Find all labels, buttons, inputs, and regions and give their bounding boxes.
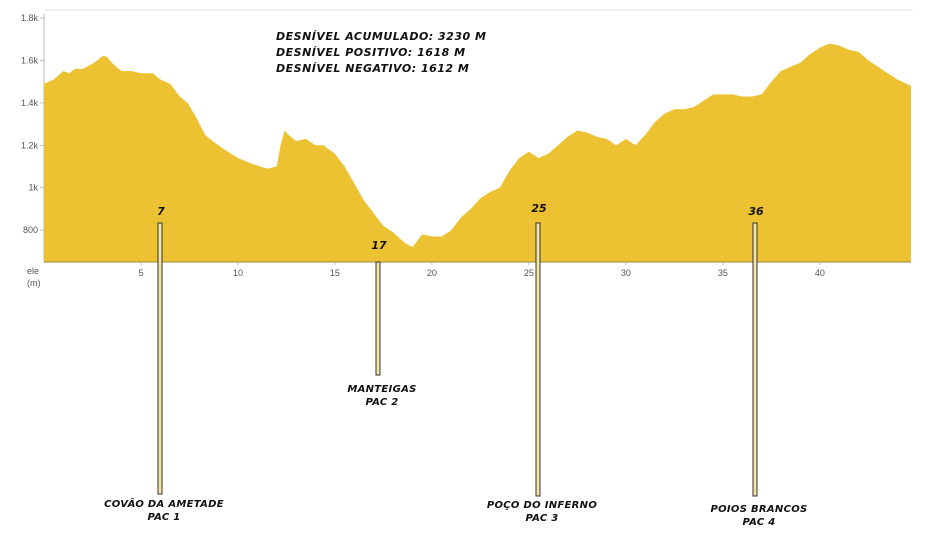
checkpoint-km-label: 36 [748, 205, 764, 218]
y-axis-label: ele (m) [27, 266, 41, 288]
x-tick-label: 15 [330, 268, 340, 278]
checkpoint-name-line: PAC 3 [525, 513, 558, 524]
checkpoint-25: 25 POÇO DO INFERNO PAC 3 [487, 202, 597, 524]
y-tick-label: 1k [28, 183, 38, 193]
checkpoint-name-line: PAC 4 [742, 517, 775, 528]
checkpoint-pole [752, 222, 758, 497]
x-axis-ticks: 5 10 15 20 25 30 35 40 [138, 262, 825, 278]
elevation-stat-line: DESNÍVEL ACUMULADO: 3230 M [276, 30, 486, 43]
x-tick-label: 30 [621, 268, 631, 278]
elevation-area-path [44, 43, 911, 262]
checkpoint-name-line: PAC 1 [147, 512, 180, 523]
y-tick-label: 800 [23, 225, 38, 235]
checkpoint-7: 7 COVÃO DA AMETADE PAC 1 [104, 205, 224, 523]
y-axis-label-line: (m) [27, 278, 41, 288]
x-tick-label: 20 [427, 268, 437, 278]
elevation-area [44, 43, 911, 263]
x-tick-label: 40 [815, 268, 825, 278]
checkpoint-name-line: PAC 2 [365, 397, 398, 408]
x-tick-label: 5 [138, 268, 143, 278]
elevation-stats: DESNÍVEL ACUMULADO: 3230 M DESNÍVEL POSIT… [276, 30, 486, 75]
checkpoint-pole [535, 222, 541, 497]
checkpoint-name-line: POIOS BRANCOS [710, 504, 807, 515]
checkpoint-markers: 7 COVÃO DA AMETADE PAC 1 17 MANTEIGAS PAC 2 25… [104, 202, 807, 528]
y-tick-label: 1.8k [21, 13, 39, 23]
x-tick-label: 25 [524, 268, 534, 278]
checkpoint-name-line: MANTEIGAS [347, 384, 416, 395]
checkpoint-km-label: 17 [371, 239, 387, 252]
elevation-stat-line: DESNÍVEL POSITIVO: 1618 M [276, 46, 466, 59]
checkpoint-pole [375, 261, 381, 376]
x-tick-label: 10 [233, 268, 243, 278]
checkpoint-km-label: 7 [157, 205, 165, 218]
y-axis-ticks: 800 1k 1.2k 1.4k 1.6k 1.8k [21, 13, 44, 235]
y-axis-label-line: ele [27, 266, 39, 276]
checkpoint-36: 36 POIOS BRANCOS PAC 4 [710, 205, 807, 528]
y-tick-label: 1.2k [21, 140, 39, 150]
checkpoint-name-line: COVÃO DA AMETADE [104, 497, 224, 510]
checkpoint-name-line: POÇO DO INFERNO [487, 500, 597, 511]
y-tick-label: 1.4k [21, 98, 39, 108]
checkpoint-pole [157, 222, 163, 495]
elevation-stat-line: DESNÍVEL NEGATIVO: 1612 M [276, 62, 469, 75]
x-tick-label: 35 [718, 268, 728, 278]
checkpoint-17: 17 MANTEIGAS PAC 2 [347, 239, 416, 408]
checkpoint-km-label: 25 [531, 202, 547, 215]
y-tick-label: 1.6k [21, 55, 39, 65]
